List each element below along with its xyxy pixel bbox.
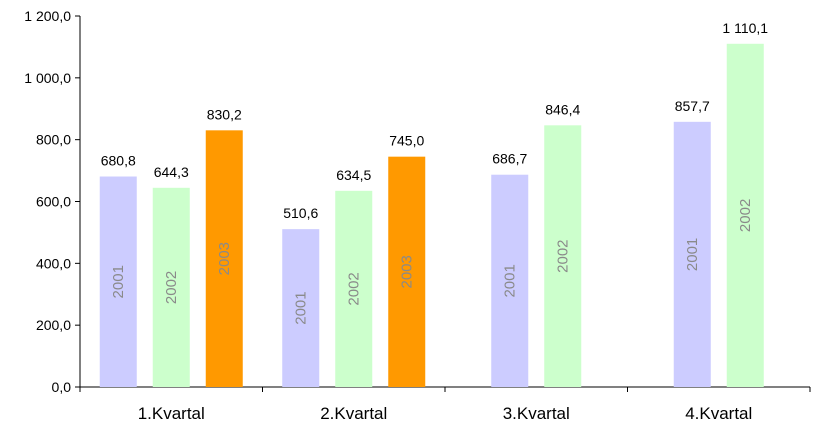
bar-value-label: 510,6 [283,205,318,221]
bar-value-label: 1 110,1 [722,20,768,36]
bar-series-label: 2001 [502,264,519,297]
x-category-label: 3.Kvartal [503,404,570,423]
bar-series-label: 2003 [216,242,233,275]
bar-series-label: 2001 [293,291,310,324]
y-tick-label: 200,0 [36,317,71,333]
bar-value-label: 680,8 [101,153,136,169]
bar-series-label: 2002 [346,272,363,305]
bar-value-label: 634,5 [336,167,371,183]
y-tick-label: 0,0 [52,379,72,395]
bar-value-label: 846,4 [545,101,580,117]
bar [388,156,426,387]
bar-series-label: 2001 [684,238,701,271]
bar [99,176,137,387]
bar-series-label: 2002 [163,271,180,304]
bar-value-label: 686,7 [492,151,527,167]
bar [282,229,320,387]
x-axis-categories: 1.Kvartal 2.Kvartal 3.Kvartal 4.Kvartal [79,387,811,423]
bar [726,43,764,388]
x-category-label: 2.Kvartal [320,404,387,423]
bar-series: 680,8 2001 644,3 2002 830,2 2003 510,6 2001 634,… [99,20,768,388]
bar [205,130,243,387]
bar-value-label: 745,0 [389,133,424,149]
y-axis-ticks: 0,0 200,0 400,0 600,0 800,0 1 000,0 1 200,0 [24,8,80,395]
bar [673,121,711,387]
bar-series-label: 2001 [110,265,127,298]
x-category-label: 4.Kvartal [685,404,752,423]
bar-series-label: 2003 [399,255,416,288]
y-tick-label: 1 000,0 [24,70,71,86]
bar [491,174,529,387]
bar-value-label: 644,3 [154,164,189,180]
bar-series-label: 2002 [737,199,754,232]
y-tick-label: 1 200,0 [24,8,71,24]
bar-value-label: 830,2 [207,106,242,122]
bar-value-label: 857,7 [675,98,710,114]
bar [544,125,582,387]
x-category-label: 1.Kvartal [138,404,205,423]
y-tick-label: 600,0 [36,194,71,210]
y-tick-label: 800,0 [36,132,71,148]
y-tick-label: 400,0 [36,255,71,271]
bar [152,187,190,387]
bar-series-label: 2002 [555,239,572,272]
bar [335,190,373,387]
